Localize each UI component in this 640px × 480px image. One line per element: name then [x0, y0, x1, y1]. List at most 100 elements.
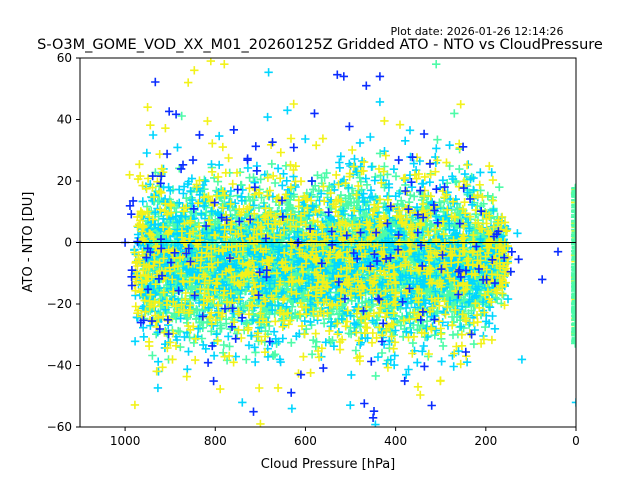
data-point — [465, 289, 474, 298]
data-point — [449, 362, 458, 371]
data-point — [225, 198, 234, 207]
data-point — [176, 342, 185, 352]
data-point — [245, 173, 254, 182]
data-point — [322, 168, 331, 178]
data-point — [142, 148, 151, 158]
data-point — [480, 279, 490, 289]
data-point — [481, 322, 490, 332]
data-point — [469, 185, 478, 195]
data-point — [483, 191, 492, 200]
data-point — [368, 300, 378, 309]
data-point — [361, 174, 370, 183]
data-point — [175, 185, 184, 194]
data-point — [164, 182, 173, 192]
data-point — [228, 313, 237, 322]
data-point — [418, 317, 427, 326]
data-point — [443, 204, 453, 213]
data-point — [319, 319, 329, 328]
data-point — [313, 171, 322, 180]
data-point — [307, 350, 317, 359]
data-point — [362, 180, 372, 189]
data-point — [367, 192, 377, 201]
data-point — [320, 173, 329, 182]
data-point — [363, 334, 372, 343]
data-point — [250, 343, 259, 352]
data-point — [215, 293, 224, 303]
data-point — [243, 163, 253, 173]
data-point — [469, 339, 479, 349]
data-point — [432, 144, 441, 153]
data-point — [219, 348, 228, 357]
data-point — [177, 111, 186, 121]
data-point — [251, 357, 260, 367]
data-point — [282, 176, 291, 185]
data-point — [179, 189, 188, 198]
data-point — [193, 268, 202, 277]
data-point — [405, 126, 415, 135]
data-point — [292, 332, 301, 341]
data-point — [184, 177, 193, 186]
data-point — [215, 131, 224, 141]
data-point — [418, 347, 427, 356]
data-point — [275, 355, 285, 364]
data-point — [355, 138, 365, 148]
data-point — [432, 60, 441, 69]
data-point — [328, 336, 337, 345]
data-point — [171, 212, 180, 221]
data-point — [463, 188, 472, 197]
data-point — [386, 355, 395, 364]
chart-title: S-O3M_GOME_VOD_XX_M01_20260125Z Gridded … — [37, 37, 603, 53]
data-point — [467, 200, 477, 209]
data-point — [196, 186, 205, 196]
data-point — [194, 324, 203, 333]
data-point — [181, 212, 190, 221]
data-point — [309, 336, 318, 345]
data-point — [384, 179, 394, 189]
data-point — [267, 159, 276, 169]
data-point — [401, 136, 410, 145]
data-point — [281, 161, 291, 170]
data-point — [210, 173, 219, 183]
data-point — [225, 342, 234, 351]
data-point — [283, 205, 292, 214]
data-point — [301, 134, 310, 144]
data-point — [200, 185, 209, 194]
data-point — [397, 196, 406, 205]
data-point — [467, 306, 476, 315]
data-point — [264, 68, 273, 77]
data-point — [476, 186, 485, 195]
data-point — [270, 178, 280, 188]
data-point — [425, 178, 434, 187]
data-point — [175, 198, 184, 207]
data-point — [371, 420, 380, 427]
data-point — [479, 199, 488, 208]
data-point — [447, 312, 457, 322]
data-point — [202, 318, 212, 327]
data-point — [237, 180, 246, 190]
data-point — [327, 317, 336, 327]
data-point — [152, 330, 161, 339]
data-point — [367, 162, 376, 171]
data-point — [391, 172, 401, 181]
data-point — [336, 152, 345, 161]
data-point — [217, 299, 226, 308]
data-point — [309, 185, 318, 194]
data-point — [251, 348, 260, 357]
data-point — [148, 130, 158, 140]
data-point — [195, 197, 204, 206]
data-point — [389, 165, 399, 174]
data-point — [321, 338, 330, 347]
data-point — [155, 283, 164, 293]
data-point — [469, 173, 478, 183]
data-point — [437, 357, 446, 366]
data-point — [456, 322, 466, 331]
data-point — [410, 192, 419, 201]
data-point — [409, 159, 418, 168]
data-point — [186, 284, 195, 294]
data-point — [198, 323, 207, 332]
data-point — [139, 323, 148, 332]
data-point — [433, 135, 442, 144]
data-point — [279, 287, 288, 297]
data-point — [344, 183, 353, 192]
